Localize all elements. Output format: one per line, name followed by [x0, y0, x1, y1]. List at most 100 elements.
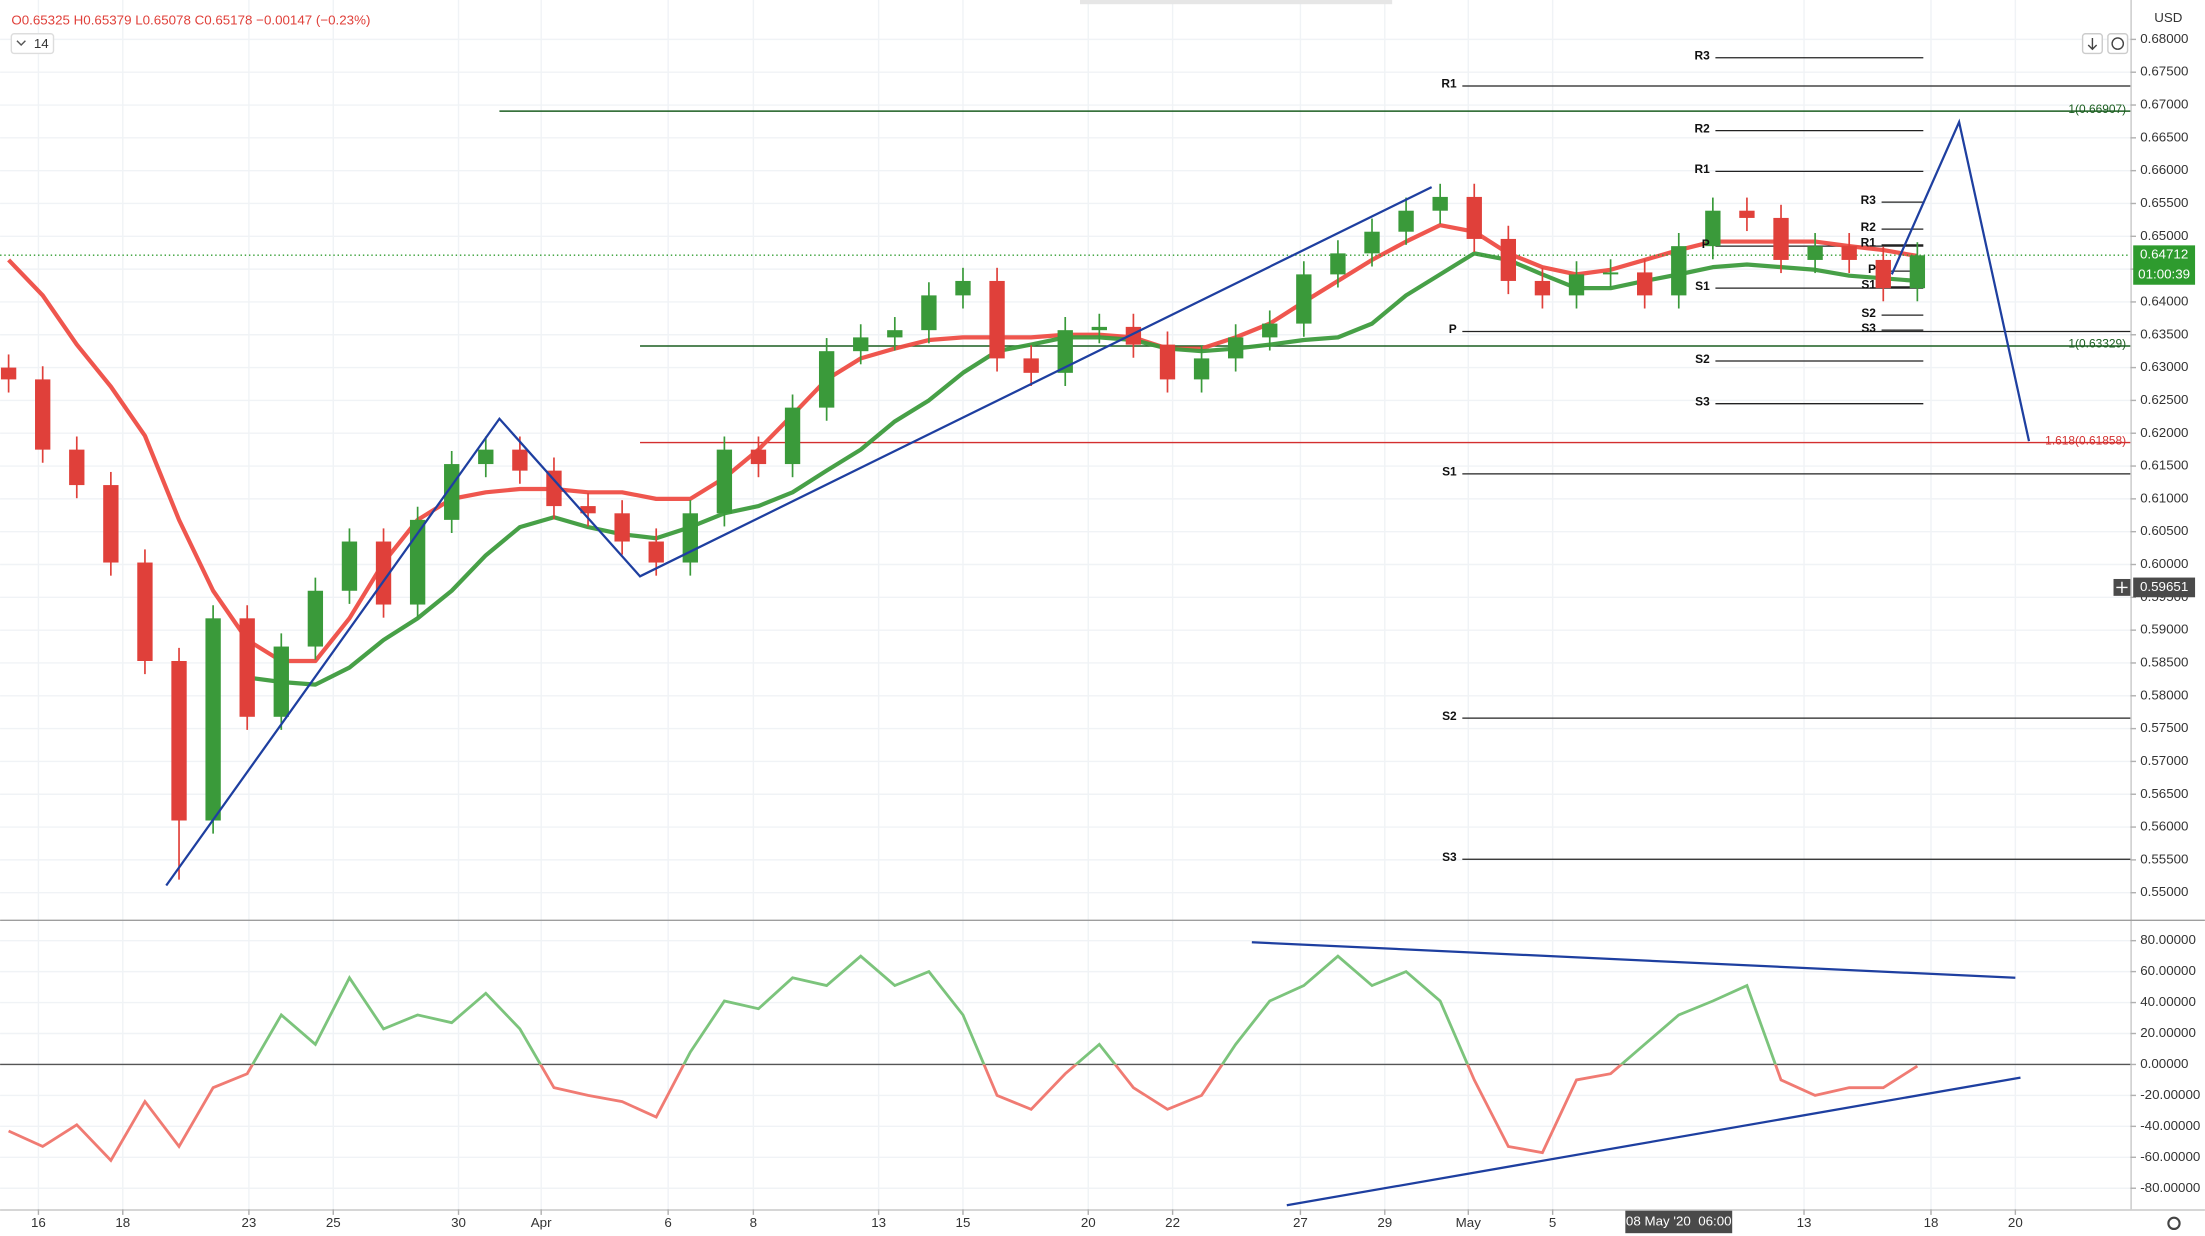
y-tick-label: 0.66500 — [2140, 129, 2188, 144]
candle-body — [989, 280, 1005, 359]
last-price-label: 0.64712 — [2140, 247, 2188, 262]
settings-icon[interactable] — [2167, 1216, 2181, 1231]
candle-body — [1909, 255, 1926, 289]
y-tick-label: 0.57000 — [2140, 753, 2188, 768]
candle-body — [614, 513, 630, 542]
candle-body — [1159, 344, 1176, 380]
pivot-label: R2 — [1695, 121, 1711, 135]
x-tick-label: 5 — [1549, 1215, 1556, 1230]
fib-label: 1(0.63329) — [2068, 337, 2126, 351]
x-tick-label: May — [1456, 1215, 1482, 1230]
trend-line — [1286, 1076, 2021, 1207]
y-tick-label: 0.00000 — [2140, 1056, 2188, 1071]
y-tick-label: 0.61500 — [2140, 458, 2188, 473]
candle-body — [512, 449, 528, 471]
candle-body — [273, 646, 289, 717]
candle-body — [1023, 358, 1039, 373]
candle-body — [853, 337, 869, 352]
interval[interactable]: 14 — [34, 36, 49, 51]
y-tick-label: 0.56000 — [2140, 819, 2188, 834]
y-tick-label: -60.00000 — [2140, 1149, 2200, 1164]
candle-body — [818, 351, 835, 408]
y-tick-label: 0.60500 — [2140, 523, 2188, 538]
y-tick-label: 0.59000 — [2140, 622, 2188, 637]
x-tick-label: 20 — [1081, 1215, 1096, 1230]
pivot-label: S3 — [1861, 321, 1876, 335]
y-tick-label: 0.58000 — [2140, 687, 2188, 702]
candle-body — [1875, 259, 1891, 289]
y-tick-label: 0.58500 — [2140, 654, 2188, 669]
y-tick-label: 0.67500 — [2140, 64, 2188, 79]
pivot-label: R2 — [1861, 220, 1877, 234]
candle-body — [1807, 246, 1823, 260]
candle-body — [1602, 272, 1619, 275]
candle-body — [239, 618, 255, 717]
x-tick-label: 23 — [241, 1215, 256, 1230]
candle-body — [1705, 210, 1721, 247]
dropdown-icon[interactable] — [16, 40, 26, 46]
candle-body — [307, 590, 324, 647]
x-tick-label: 16 — [31, 1215, 46, 1230]
candle-body — [1432, 196, 1448, 211]
pivot-label: S1 — [1861, 278, 1876, 292]
candle-body — [205, 618, 221, 821]
trend-line — [1251, 941, 2016, 979]
candle-body — [1364, 231, 1380, 254]
y-tick-label: 0.60000 — [2140, 556, 2188, 571]
pivot-label: S2 — [1442, 709, 1457, 723]
y-tick-label: 0.67000 — [2140, 97, 2188, 112]
pivot-label: P — [1868, 262, 1876, 276]
candle-body — [1500, 238, 1517, 281]
x-tick-label: 6 — [664, 1215, 671, 1230]
y-tick-label: -80.00000 — [2140, 1180, 2200, 1195]
candle-body — [750, 449, 767, 465]
trend-line — [165, 186, 1433, 887]
y-tick-label: 20.00000 — [2140, 1025, 2196, 1040]
pivot-label: R1 — [1695, 162, 1711, 176]
reset-icon[interactable] — [2111, 37, 2125, 50]
x-tick-label: 8 — [750, 1215, 757, 1230]
y-tick-label: 0.55500 — [2140, 851, 2188, 866]
candle-body — [648, 541, 664, 563]
candle-body — [1296, 274, 1312, 324]
pivot-label: S1 — [1695, 279, 1710, 293]
fib-label: 1.618(0.61858) — [2045, 433, 2126, 447]
reset-button[interactable] — [2107, 33, 2129, 55]
countdown: 01:00:39 — [2138, 266, 2190, 281]
candle-body — [1671, 246, 1687, 296]
interval-box[interactable] — [10, 33, 55, 55]
y-tick-label: -40.00000 — [2140, 1118, 2200, 1133]
crosshair-box — [2133, 577, 2196, 598]
y-tick-label: 40.00000 — [2140, 994, 2196, 1009]
x-tick-label: 18 — [1924, 1215, 1939, 1230]
y-tick-label: 0.56500 — [2140, 786, 2188, 801]
candle-body — [1057, 330, 1073, 373]
y-tick-label: 60.00000 — [2140, 963, 2196, 978]
candle-body — [1568, 274, 1585, 296]
candle-body — [1262, 323, 1278, 338]
candle-body — [1773, 217, 1789, 260]
x-tick-label: 25 — [326, 1215, 341, 1230]
oscillator-line — [8, 1064, 1919, 1163]
x-tick-label: 20 — [2008, 1215, 2023, 1230]
grid — [0, 0, 2131, 1210]
trend-line — [1890, 118, 2031, 442]
x-tick-label: 13 — [1797, 1215, 1812, 1230]
down-arrow-icon[interactable] — [2087, 37, 2098, 51]
ohlc-legend: O0.65325 H0.65379 L0.65078 C0.65178 −0.0… — [11, 13, 370, 28]
pivot-label: P — [1702, 237, 1710, 251]
crosshair-price: 0.59651 — [2140, 579, 2188, 594]
y-tick-label: 0.66000 — [2140, 162, 2188, 177]
candle-body — [921, 295, 937, 331]
candle-body — [409, 519, 426, 605]
y-tick-label: 0.61000 — [2140, 490, 2188, 505]
crosshair-x-box — [1625, 1210, 1733, 1234]
y-tick-label: 0.65000 — [2140, 228, 2188, 243]
y-tick-label: 0.62500 — [2140, 392, 2188, 407]
candle-body — [1739, 210, 1755, 218]
oscillator-line — [250, 954, 1777, 1065]
